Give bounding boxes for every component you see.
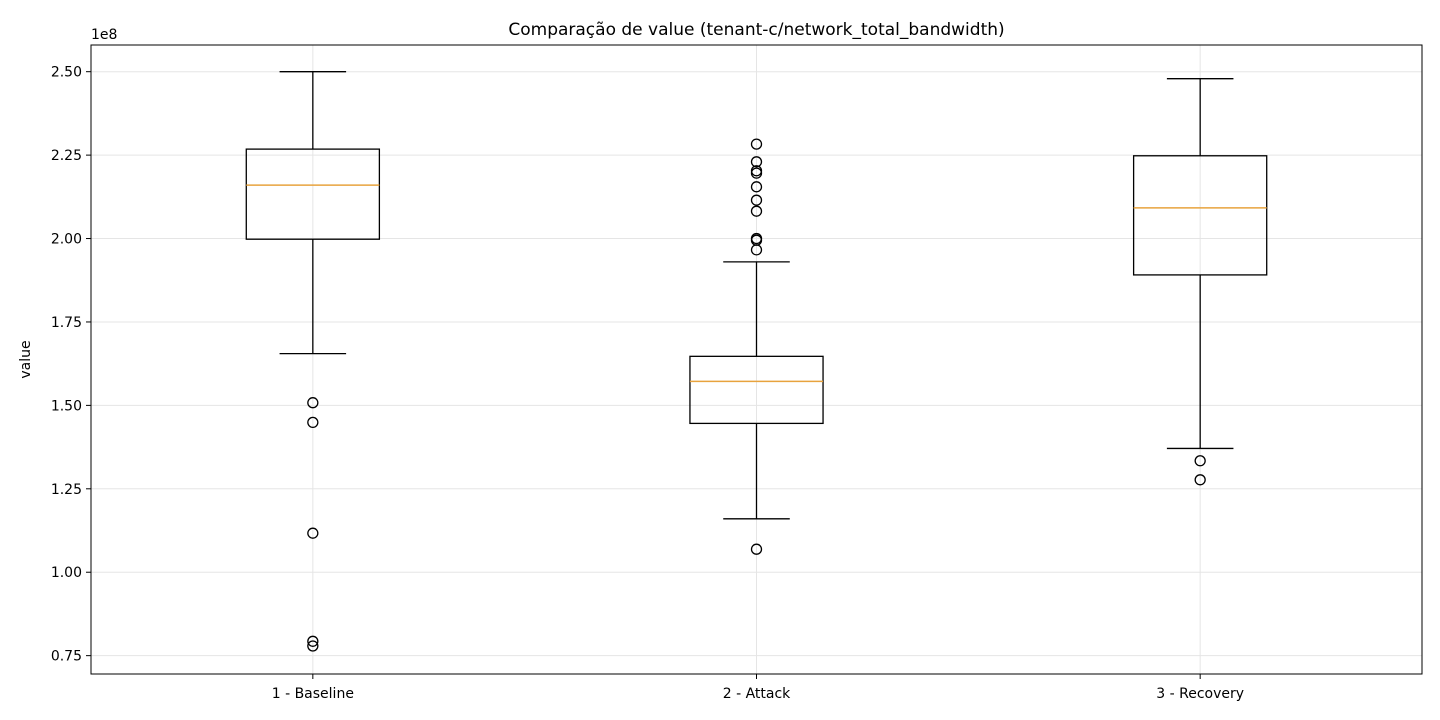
- axis-ticks: 0.75 1.00 1.25 1.50 1.75 2.00 2.25 2.50 1 - Base…: [51, 65, 1244, 702]
- y-tick-label: 1.00: [51, 565, 82, 581]
- outlier-point: [307, 416, 319, 429]
- outlier-point: [750, 244, 763, 256]
- y-tick-label: 0.75: [51, 649, 82, 665]
- y-tick-label: 2.25: [51, 148, 82, 164]
- x-tick-label: 1 - Baseline: [272, 686, 354, 702]
- box-1: [245, 71, 381, 652]
- outlier-point: [750, 543, 763, 555]
- box-3: [1132, 78, 1268, 486]
- y-tick-label: 1.50: [51, 398, 82, 414]
- x-tick-label: 3 - Recovery: [1156, 686, 1244, 702]
- box-iqr: [245, 148, 381, 240]
- outlier-point: [750, 156, 763, 168]
- box-iqr: [1132, 155, 1268, 276]
- outlier-point: [750, 205, 763, 217]
- outlier-point: [750, 194, 763, 206]
- box-2: [689, 138, 824, 555]
- outlier-point: [750, 167, 763, 179]
- y-tick-label: 2.00: [51, 232, 82, 248]
- outlier-point: [1194, 474, 1206, 486]
- outlier-point: [307, 635, 319, 647]
- y-axis-title: value: [18, 340, 34, 378]
- y-tick-label: 2.50: [51, 65, 82, 81]
- y-tick-label: 1.75: [51, 315, 82, 331]
- outlier-point: [1194, 455, 1206, 467]
- chart-title: Comparação de value (tenant-c/network_to…: [508, 20, 1004, 40]
- outlier-point: [750, 181, 763, 193]
- outlier-point: [750, 138, 763, 150]
- box-series: [245, 71, 1268, 652]
- x-tick-label: 2 - Attack: [723, 686, 791, 702]
- y-axis-offset-label: 1e8: [91, 27, 117, 43]
- box-iqr: [689, 355, 824, 425]
- outlier-point: [307, 640, 319, 652]
- outlier-point: [307, 527, 319, 539]
- y-tick-label: 1.25: [51, 482, 82, 498]
- outlier-point: [307, 397, 319, 409]
